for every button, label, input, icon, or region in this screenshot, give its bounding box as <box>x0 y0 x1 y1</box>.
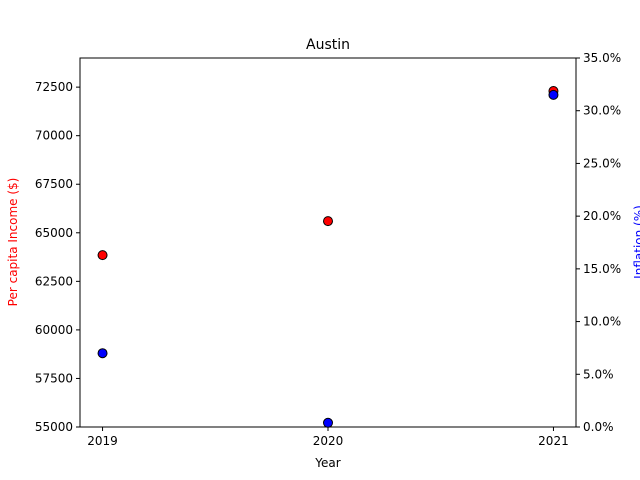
y-left-tick-label: 65000 <box>35 226 73 240</box>
y-right-tick-label: 35.0% <box>583 51 621 65</box>
plot-area: 2019 2020 2021 55000 57500 60000 62500 65000 675… <box>35 51 621 448</box>
inflation-point <box>323 417 333 428</box>
x-axis-label: Year <box>314 456 340 470</box>
income-point <box>323 216 333 227</box>
y-left-tick-label: 67500 <box>35 177 73 191</box>
y-left-tick-label: 62500 <box>35 274 73 288</box>
y-right-tick-label: 30.0% <box>583 104 621 118</box>
y-left-tick-label: 72500 <box>35 80 73 94</box>
y-right-tick-label: 15.0% <box>583 262 621 276</box>
x-tick-label: 2021 <box>538 434 569 448</box>
x-tick-label: 2020 <box>313 434 344 448</box>
y-right-tick-label: 10.0% <box>583 315 621 329</box>
y-right-tick-label: 5.0% <box>583 367 614 381</box>
y-left-tick-label: 70000 <box>35 129 73 143</box>
y-axis-left-label: Per capita Income ($) <box>6 178 20 307</box>
y-left-tick-label: 57500 <box>35 371 73 385</box>
y-right-tick-label: 25.0% <box>583 156 621 170</box>
inflation-point <box>548 89 559 100</box>
chart-title: Austin <box>306 37 350 53</box>
y-right-tick-label: 20.0% <box>583 209 621 223</box>
y-left-tick-label: 55000 <box>35 420 73 434</box>
inflation-point <box>97 348 108 359</box>
x-tick-label: 2019 <box>87 434 118 448</box>
y-right-tick-label: 0.0% <box>583 420 614 434</box>
y-left-tick-label: 60000 <box>35 323 73 337</box>
income-point <box>97 250 108 261</box>
plot-frame <box>79 57 577 428</box>
y-axis-right-label: Inflation (%) <box>632 205 640 279</box>
